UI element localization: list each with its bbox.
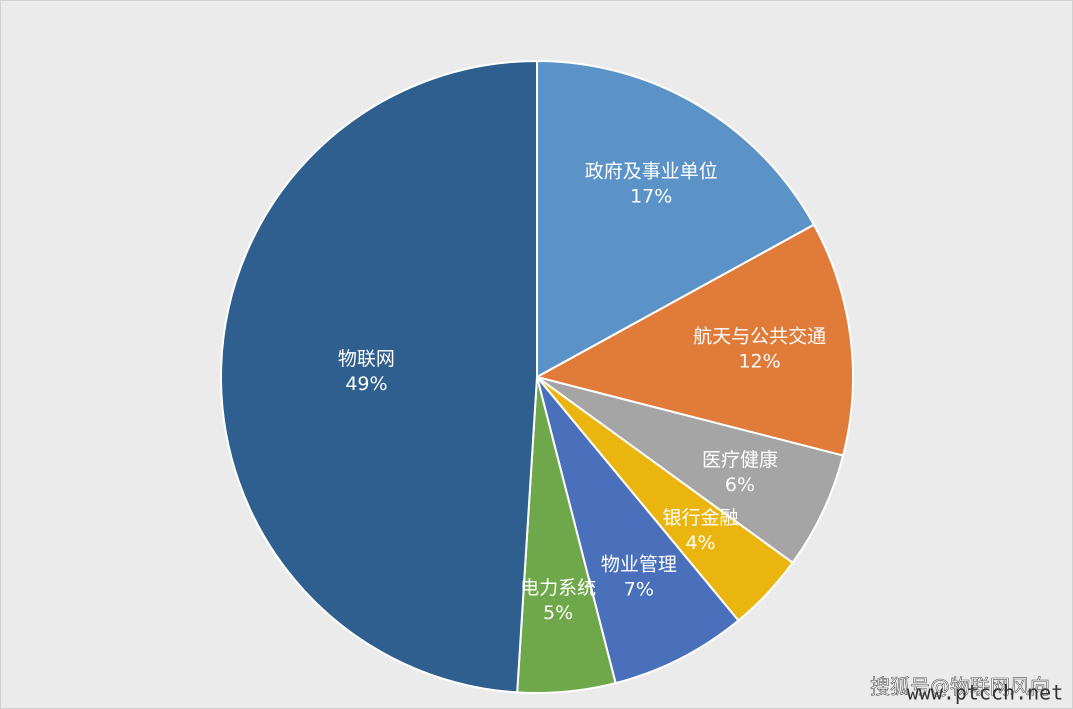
slice-label: 银行金融 (663, 507, 739, 529)
slice-label: 航天与公共交通 (693, 325, 826, 347)
slice-label: 政府及事业单位 (585, 160, 718, 182)
slice-label: 物业管理 (601, 553, 677, 575)
pie-slice (536, 376, 845, 565)
slice-value-label: 12% (738, 350, 780, 372)
slice-label: 医疗健康 (702, 449, 778, 471)
pie-slice (536, 376, 740, 685)
slice-label: 电力系统 (520, 577, 596, 599)
slice-value-label: 5% (543, 602, 573, 624)
pie: 政府及事业单位 17% 航天与公共交通 12% 医疗健康 6% 银行金融 4% 物业管理 7% 电力… (220, 59, 854, 694)
slice-value-label: 7% (624, 578, 654, 600)
slice-value-label: 6% (725, 474, 755, 496)
slice-value-label: 17% (630, 185, 672, 207)
pie-slice (536, 59, 816, 379)
slice-value-label: 4% (685, 532, 715, 554)
watermark-site: www.ptcch.net (907, 681, 1064, 705)
watermark-source: 搜狐号@物联网风向 (870, 675, 1050, 699)
slice-label: 物联网 (338, 348, 395, 370)
pie-slice (534, 223, 854, 457)
pie-slice (220, 59, 538, 694)
slice-value-label: 49% (345, 373, 387, 395)
